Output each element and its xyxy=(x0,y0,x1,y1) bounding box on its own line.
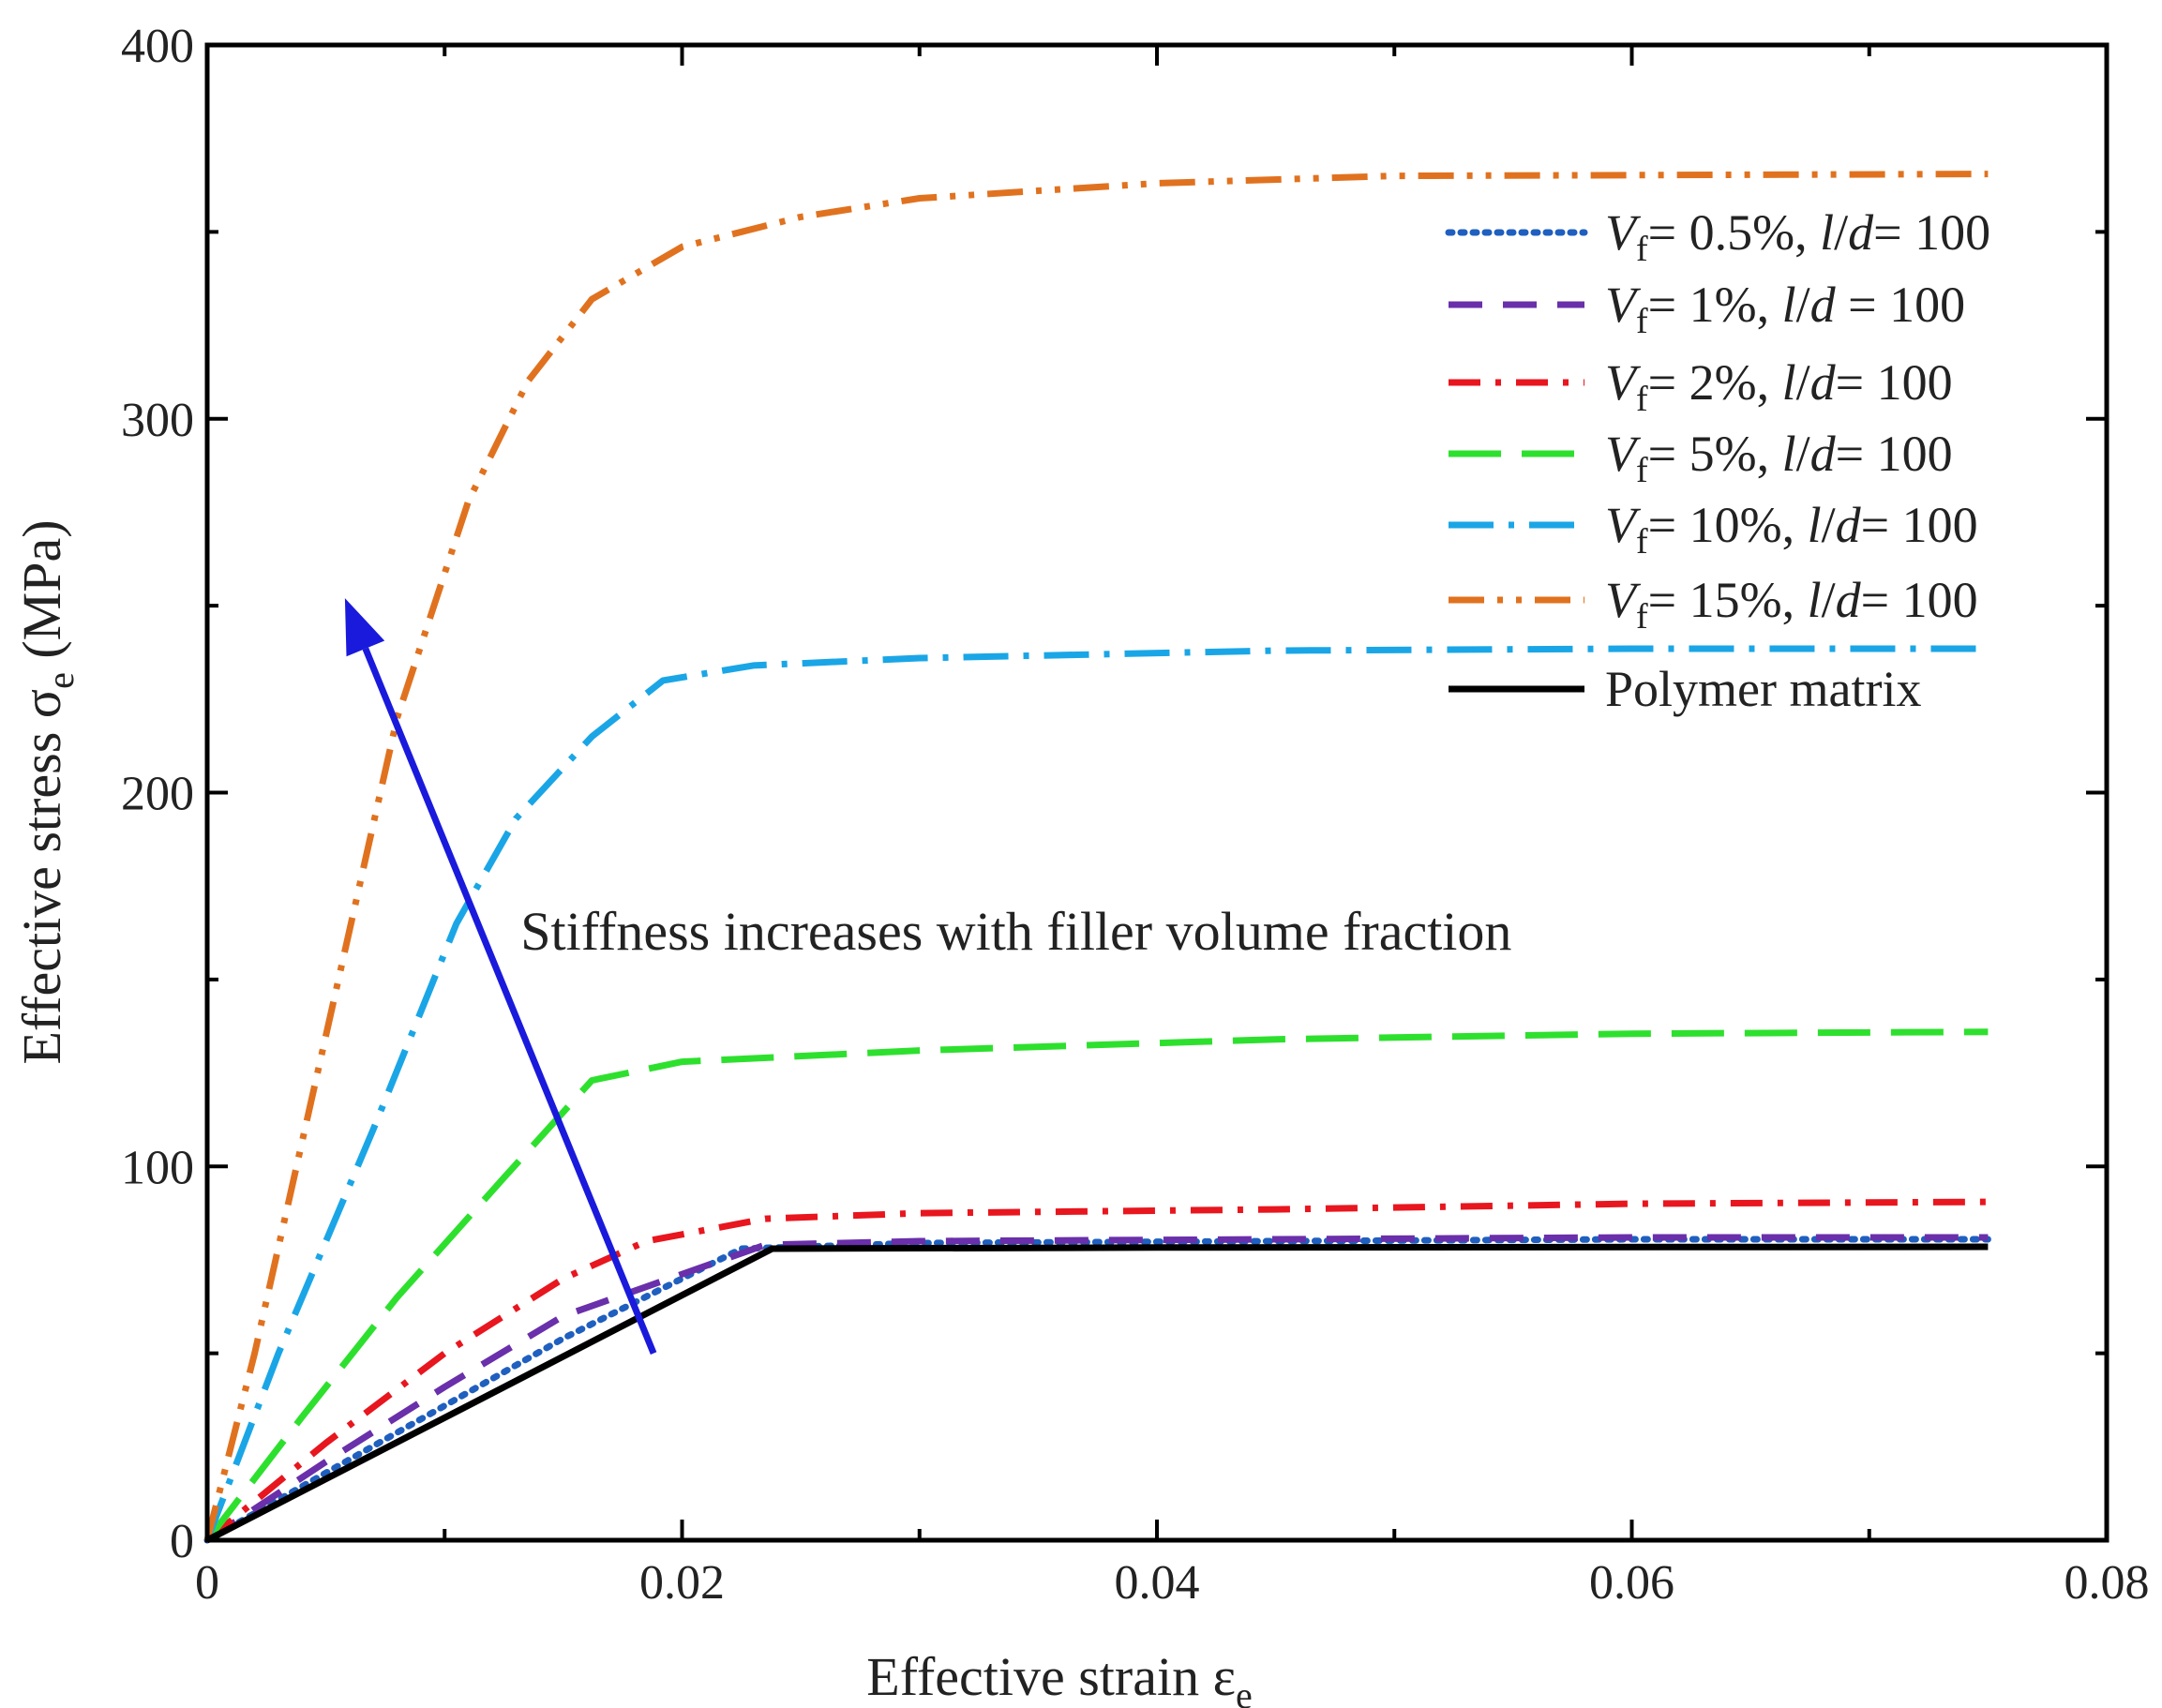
legend-label-4: Vf= 10%, l/d= 100 xyxy=(1605,497,1978,562)
legend-label-3: Vf= 5%, l/d= 100 xyxy=(1605,426,1953,490)
series-line-5 xyxy=(203,171,1989,1541)
series-line-3 xyxy=(204,1028,1989,1543)
annotation-arrow-head xyxy=(344,598,385,657)
tick-layer xyxy=(207,45,2107,1540)
legend-label-5: Vf= 15%, l/d= 100 xyxy=(1605,572,1978,637)
x-tick-label: 0 xyxy=(195,1556,219,1610)
y-tick-label: 100 xyxy=(121,1141,194,1194)
series-line-1 xyxy=(205,1234,1989,1543)
y-tick-label: 200 xyxy=(121,768,194,821)
tick-label-layer: 0 0.02 0.04 0.06 0.08 0 100 200 300 400 xyxy=(121,20,2150,1610)
series-layer xyxy=(203,171,1991,1544)
x-tick-label: 0.08 xyxy=(2064,1556,2150,1610)
annotation-text: Stiffness increases with filler volume f… xyxy=(520,901,1511,962)
legend-label-2: Vf= 2%, l/d= 100 xyxy=(1605,354,1953,419)
x-tick-label: 0.04 xyxy=(1115,1556,1200,1610)
y-tick-label: 0 xyxy=(170,1515,194,1568)
annotation-layer: Stiffness increases with filler volume f… xyxy=(344,598,1511,1355)
series-line-2 xyxy=(204,1198,1989,1543)
legend-label-0: Vf= 0.5%, l/d= 100 xyxy=(1605,204,1990,269)
y-axis-title: Effective stress σe (MPa) xyxy=(11,519,82,1064)
legend: Vf= 0.5%, l/d= 100 Vf= 1%, l/d = 100 Vf= 2… xyxy=(1445,204,1990,717)
annotation-arrow-shaft xyxy=(362,647,657,1355)
legend-label-1: Vf= 1%, l/d = 100 xyxy=(1605,277,1965,341)
x-tick-label: 0.06 xyxy=(1589,1556,1674,1610)
series-line-6 xyxy=(205,1243,1989,1544)
x-tick-label: 0.02 xyxy=(639,1556,725,1610)
legend-label-6: Polymer matrix xyxy=(1605,661,1921,717)
x-axis-title: Effective strain εe xyxy=(866,1646,1252,1708)
y-tick-label: 300 xyxy=(121,394,194,447)
y-tick-label: 400 xyxy=(121,20,194,73)
